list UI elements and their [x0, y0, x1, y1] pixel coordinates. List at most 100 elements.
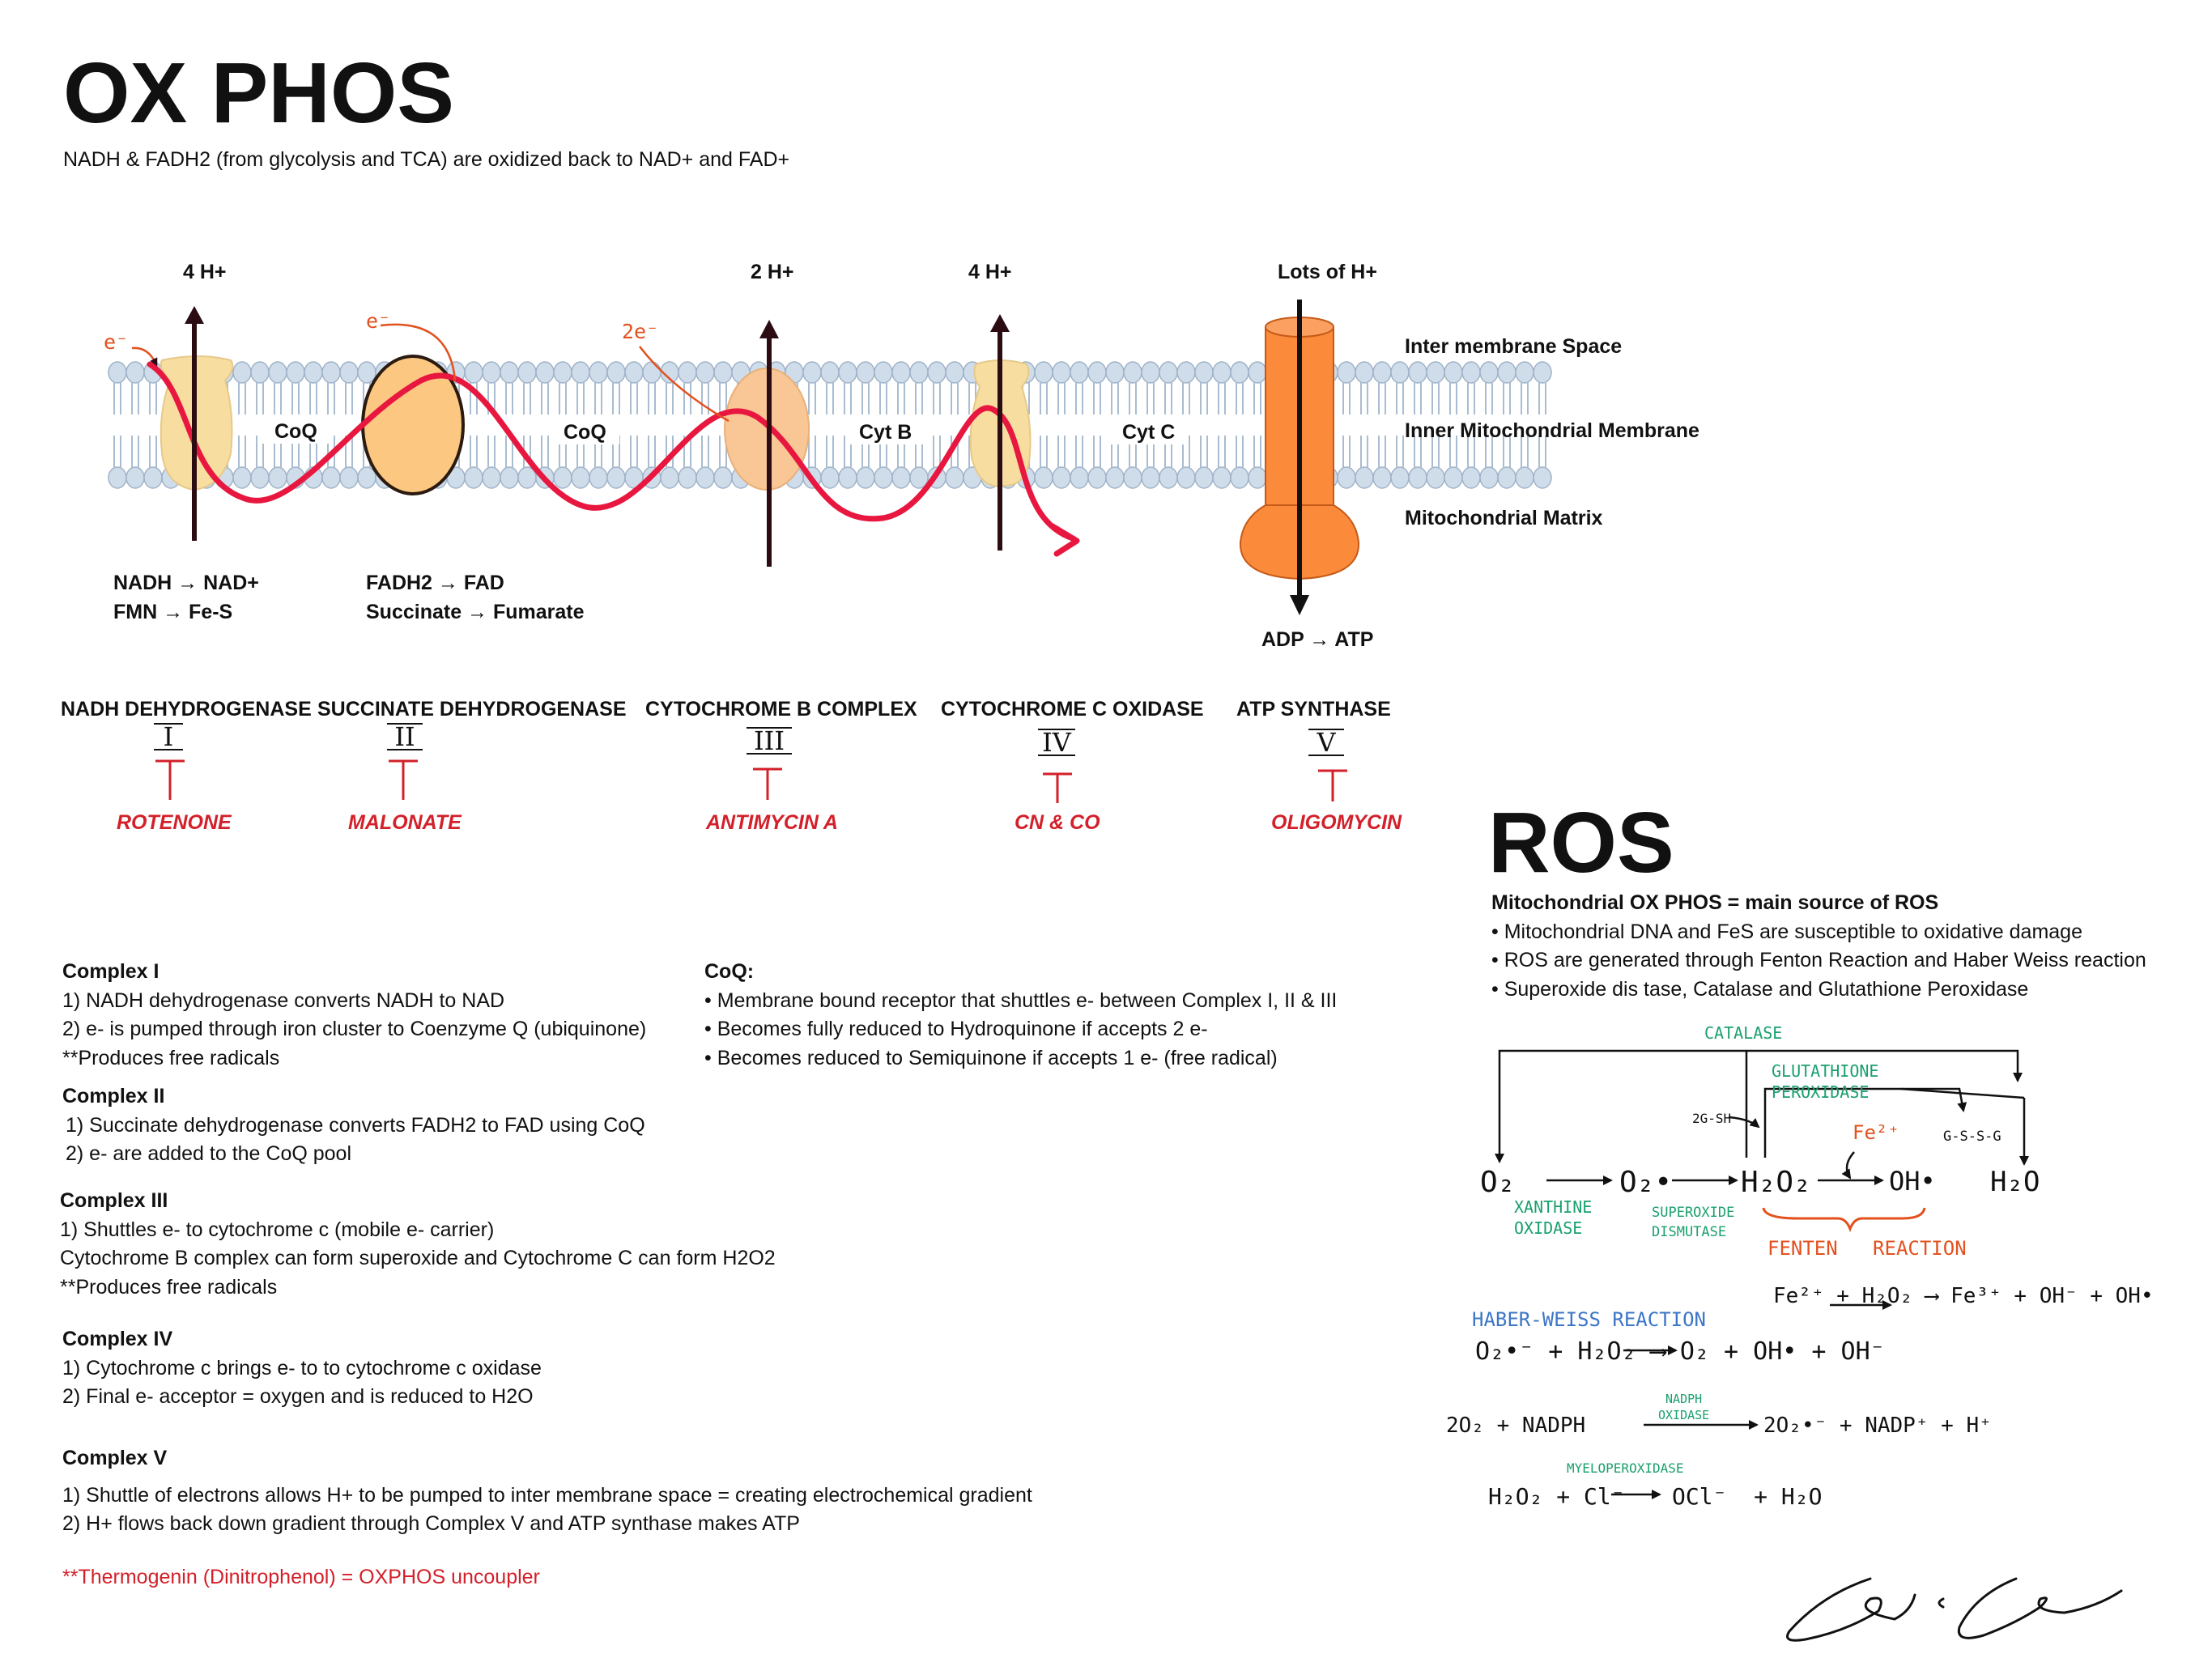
hydrogen-peroxide-species: H₂O₂ [1741, 1166, 1811, 1199]
lipid-head [713, 466, 733, 489]
lipid-head [1194, 466, 1214, 489]
lipid-head [1426, 361, 1445, 384]
lipid-head [909, 361, 929, 384]
haber-weiss-label: HABER-WEISS REACTION [1472, 1308, 1706, 1331]
lipid-head [500, 466, 519, 489]
oxygen-species: O₂ [1480, 1166, 1516, 1199]
inner-membrane-label: Inner Mitochondrial Membrane [1405, 419, 1699, 442]
lipid-head [1497, 361, 1516, 384]
complex-iii-notes: Complex III 1) Shuttles e- to cytochrome… [60, 1187, 776, 1302]
proton-arrows [185, 300, 1309, 615]
notes-line: 2) e- are added to the CoQ pool [66, 1142, 352, 1165]
atp-reaction-label: ADP → ATP [1261, 628, 1374, 651]
cyt-b-label: Cyt B [846, 421, 925, 444]
notes-heading: Complex I [62, 960, 160, 983]
lipid-head [1123, 361, 1142, 384]
lipid-head [1390, 466, 1410, 489]
notes-heading: Complex II [62, 1085, 165, 1107]
inhibitor-malonate: MALONATE [348, 811, 462, 834]
cyt-c-label: Cyt C [1109, 421, 1189, 444]
lipid-head [1087, 361, 1107, 384]
lipid-head [678, 361, 697, 384]
lipid-head [1497, 466, 1516, 489]
notes-heading: Complex V [62, 1447, 168, 1469]
lipid-head [464, 466, 483, 489]
ros-bullet: • Mitochondrial DNA and FeS are suscepti… [1491, 920, 2082, 943]
superoxide-dismutase-label: SUPEROXIDE DISMUTASE [1652, 1203, 1734, 1242]
lipid-head [1461, 466, 1481, 489]
complex-i-shape [160, 355, 234, 491]
lipid-head [606, 466, 626, 489]
lipid-head [125, 361, 145, 384]
lipid-head [642, 361, 661, 384]
notes-line: 1) Cytochrome c brings e- to to cytochro… [62, 1356, 542, 1380]
page-subtitle: NADH & FADH2 (from glycolysis and TCA) a… [63, 148, 790, 171]
fe-label: Fe²⁺ [1853, 1121, 1899, 1144]
lipid-head [1087, 466, 1107, 489]
lipid-head [713, 361, 733, 384]
ros-bullet: • Superoxide dis tase, Catalase and Glut… [1491, 977, 2029, 1001]
lipid-head [108, 361, 127, 384]
lipid-head [856, 466, 875, 489]
complex-iv-notes: Complex IV 1) Cytochrome c brings e- to … [62, 1325, 542, 1412]
ros-summary: Mitochondrial OX PHOS = main source of R… [1491, 889, 2146, 1004]
lipid-head [1159, 361, 1178, 384]
lipid-head [1408, 361, 1427, 384]
lipid-head [589, 361, 608, 384]
label-line: SUPEROXIDE [1652, 1205, 1735, 1221]
proton-label-atp-synthase: Lots of H+ [1278, 261, 1377, 283]
lipid-head [945, 361, 964, 384]
lipid-head [1444, 361, 1463, 384]
lipid-head [1337, 361, 1356, 384]
myeloperoxidase-label: MYELOPEROXIDASE [1567, 1460, 1684, 1476]
lipid-head [696, 361, 715, 384]
lipid-head [1248, 361, 1267, 384]
reaction-line: Succinate → Fumarate [366, 601, 585, 623]
lipid-head [1212, 361, 1231, 384]
inhibitor-oligomycin: OLIGOMYCIN [1271, 811, 1402, 834]
haber-weiss-equation: O₂•⁻ + H₂O₂ ⟶ O₂ + OH• + OH⁻ [1475, 1337, 1885, 1366]
coq-label-1: CoQ [262, 420, 330, 444]
lipid-head [820, 361, 840, 384]
notes-heading: Complex IV [62, 1328, 173, 1350]
ros-heading: Mitochondrial OX PHOS = main source of R… [1491, 891, 1939, 914]
complex-v-notes: Complex V 1) Shuttle of electrons allows… [62, 1444, 1032, 1539]
lipid-head [1034, 361, 1053, 384]
notes-line: • Becomes reduced to Semiquinone if acce… [704, 1046, 1278, 1069]
numeral-v: V [1308, 729, 1344, 756]
lipid-head [696, 466, 715, 489]
numeral-ii: II [387, 723, 423, 750]
lipid-head [553, 466, 572, 489]
notes-line: 2) Final e- acceptor = oxygen and is red… [62, 1385, 534, 1408]
numeral-i: I [154, 723, 183, 750]
lipid-head [891, 361, 911, 384]
electron-label-1: e⁻ [104, 330, 129, 354]
reaction-line: NADH → NAD+ [113, 572, 259, 594]
notes-line: 2) e- is pumped through iron cluster to … [62, 1018, 647, 1040]
lipid-head [1337, 466, 1356, 489]
superoxide-species: O₂• [1619, 1166, 1673, 1199]
lipid-head [1052, 466, 1071, 489]
gssg-label: G-S-S-G [1943, 1129, 2001, 1145]
label-line: XANTHINE [1514, 1197, 1593, 1217]
complex-i-notes: Complex I 1) NADH dehydrogenase converts… [62, 958, 646, 1073]
lipid-head [589, 466, 608, 489]
lipid-head [1105, 361, 1125, 384]
enzyme-name-i: NADH DEHYDROGENASE [61, 698, 312, 721]
lipid-head [891, 466, 911, 489]
lipid-head [874, 466, 893, 489]
inhibitor-rotenone: ROTENONE [117, 811, 232, 834]
coq-label-2: CoQ [551, 421, 619, 444]
proton-label-complex-iii: 2 H+ [751, 261, 794, 283]
nadph-reactants: 2O₂ + NADPH [1446, 1414, 1586, 1438]
notes-line: **Produces free radicals [60, 1275, 278, 1299]
mpo-products: OCl⁻ + H₂O [1672, 1483, 1823, 1510]
inhibitor-antimycin: ANTIMYCIN A [706, 811, 838, 834]
lipid-head [1372, 466, 1392, 489]
lipid-head [1515, 466, 1534, 489]
label-line: PEROXIDASE [1772, 1082, 1870, 1102]
enzyme-name-v: ATP SYNTHASE [1236, 698, 1391, 721]
numeral-iii: III [747, 727, 792, 755]
lipid-head [357, 361, 376, 384]
electron-entry-arrow-3 [639, 346, 730, 423]
